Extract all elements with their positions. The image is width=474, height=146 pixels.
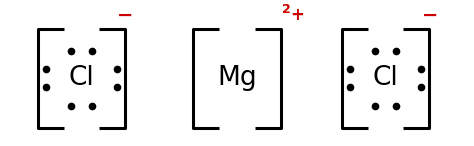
Text: Cl: Cl bbox=[69, 65, 94, 91]
Text: Cl: Cl bbox=[373, 65, 398, 91]
Text: 2: 2 bbox=[282, 3, 291, 16]
Text: −: − bbox=[117, 5, 133, 24]
Text: +: + bbox=[290, 6, 304, 24]
Text: Mg: Mg bbox=[217, 65, 257, 91]
Text: −: − bbox=[422, 5, 438, 24]
